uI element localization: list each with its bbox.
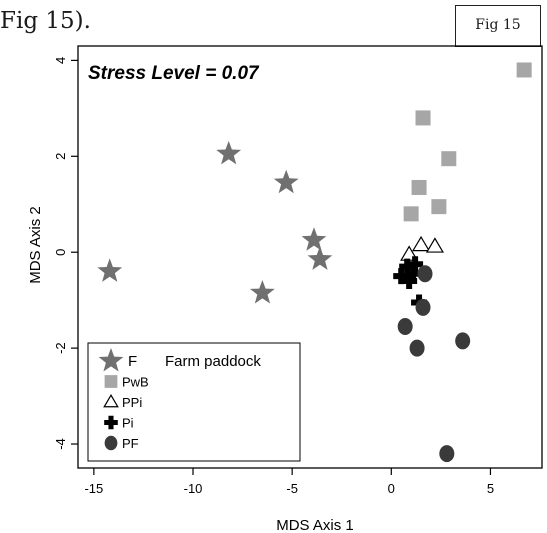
point-ppi xyxy=(411,235,431,252)
y-tick-label: -4 xyxy=(53,438,68,450)
point-pf xyxy=(397,318,413,336)
y-axis-label: MDS Axis 2 xyxy=(27,206,44,284)
point-pwb xyxy=(403,206,419,222)
point-f xyxy=(273,169,299,194)
point-pf xyxy=(439,445,455,463)
point-ppi xyxy=(425,237,444,253)
x-tick-label: 0 xyxy=(388,481,395,496)
point-pi xyxy=(393,268,410,285)
y-tick-label: -2 xyxy=(53,342,68,354)
x-tick-label: 5 xyxy=(487,481,494,496)
point-pwb xyxy=(415,110,431,126)
point-pf xyxy=(455,332,471,350)
point-pwb xyxy=(441,151,457,167)
point-pi xyxy=(401,272,418,289)
legend-marker-pi xyxy=(104,415,118,430)
legend-marker-ppi xyxy=(103,394,119,408)
legend-marker-pwb xyxy=(104,375,118,388)
legend-marker-pf xyxy=(104,435,118,451)
legend-label-f: F xyxy=(128,353,137,370)
axes: -15 -10 -5 0 5 -4 -2 0 2 4 xyxy=(53,45,543,496)
figure-label: Fig 15 xyxy=(455,5,541,47)
legend-label-pi: Pi xyxy=(122,416,134,431)
point-f xyxy=(301,227,327,251)
plot-frame xyxy=(77,45,543,469)
x-tick-label: -5 xyxy=(286,481,298,496)
legend-label-pf: PF xyxy=(122,436,139,451)
x-tick-label: -15 xyxy=(84,481,103,496)
point-pwb xyxy=(411,179,427,195)
y-tick-label: 4 xyxy=(53,57,68,64)
data-points xyxy=(97,62,532,463)
y-tick-label: 0 xyxy=(53,249,68,256)
y-tick-label: 2 xyxy=(53,153,68,160)
point-pf xyxy=(417,265,433,283)
legend-note: Farm paddock xyxy=(165,353,261,370)
legend-label-pwb: PwB xyxy=(122,375,149,390)
legend: F PwB PPi Pi PF Farm paddock xyxy=(87,342,301,462)
point-pi xyxy=(405,265,422,282)
legend-marker-f xyxy=(98,348,124,372)
legend-label-ppi: PPi xyxy=(122,395,142,410)
x-tick-label: -10 xyxy=(184,481,203,496)
point-pi xyxy=(407,256,424,273)
page-text-fragment: Fig 15). xyxy=(0,8,91,34)
point-f xyxy=(97,258,123,282)
point-pf xyxy=(409,339,425,357)
point-f xyxy=(216,140,242,165)
x-axis-label: MDS Axis 1 xyxy=(276,517,354,533)
point-pwb xyxy=(431,199,447,215)
point-f xyxy=(250,280,275,304)
point-f xyxy=(307,246,333,270)
legend-box xyxy=(87,342,301,462)
chart-title: Stress Level = 0.07 xyxy=(88,63,260,84)
point-pwb xyxy=(516,62,532,78)
point-pf xyxy=(415,298,431,316)
